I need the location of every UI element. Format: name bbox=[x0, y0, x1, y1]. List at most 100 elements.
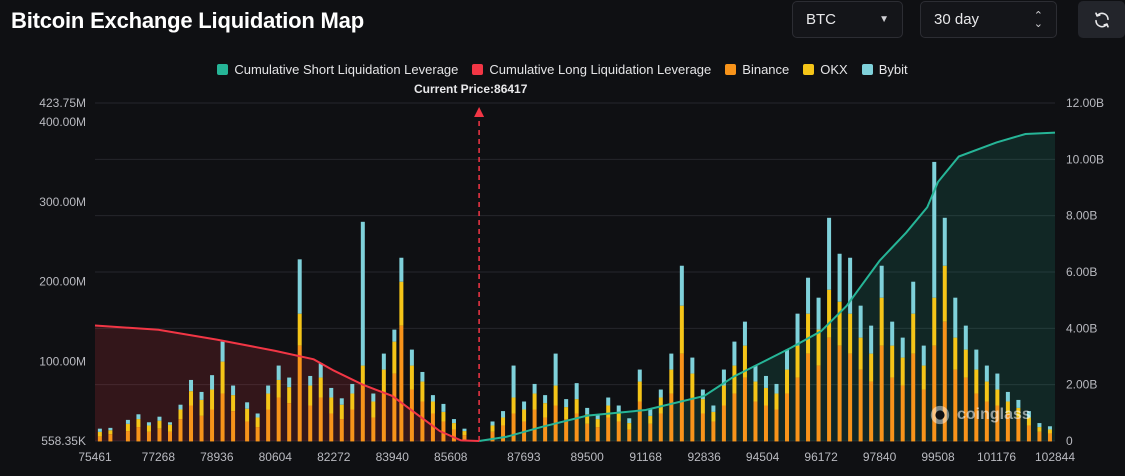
legend-swatch bbox=[217, 64, 229, 75]
binance-bar bbox=[616, 421, 621, 442]
okx-bar bbox=[420, 381, 425, 402]
okx-bar bbox=[795, 345, 800, 378]
bybit-bar bbox=[753, 365, 758, 382]
x-tick-label: 89500 bbox=[570, 450, 604, 464]
okx-bar bbox=[932, 297, 937, 346]
bybit-bar bbox=[318, 363, 323, 378]
okx-bar bbox=[837, 301, 842, 346]
up-down-arrows-icon: ⌃ ⌄ bbox=[1033, 9, 1043, 30]
bybit-bar bbox=[669, 353, 674, 370]
y-right-tick-label: 4.00B bbox=[1066, 321, 1097, 335]
bybit-bar bbox=[837, 253, 842, 302]
x-tick-label: 77268 bbox=[142, 450, 176, 464]
x-tick-label: 82272 bbox=[317, 450, 351, 464]
bybit-bar bbox=[963, 325, 968, 350]
x-tick-label: 80604 bbox=[259, 450, 293, 464]
binance-bar bbox=[795, 377, 800, 442]
current-price-arrow bbox=[474, 107, 485, 117]
binance-bar bbox=[329, 413, 334, 442]
bybit-bar bbox=[606, 397, 611, 406]
okx-bar bbox=[574, 399, 579, 414]
legend-item[interactable]: Binance bbox=[725, 62, 789, 77]
binance-bar bbox=[178, 419, 183, 442]
okx-bar bbox=[742, 345, 747, 378]
okx-bar bbox=[1016, 407, 1021, 418]
bybit-bar bbox=[276, 365, 281, 380]
bybit-bar bbox=[1047, 426, 1052, 430]
bybit-bar bbox=[1016, 399, 1021, 408]
legend-item[interactable]: Cumulative Short Liquidation Leverage bbox=[217, 62, 458, 77]
binance-bar bbox=[1016, 417, 1021, 442]
bybit-bar bbox=[157, 416, 162, 421]
okx-bar bbox=[711, 411, 716, 422]
bybit-bar bbox=[763, 375, 768, 388]
legend-item[interactable]: Cumulative Long Liquidation Leverage bbox=[472, 62, 711, 77]
binance-bar bbox=[360, 385, 365, 442]
okx-bar bbox=[210, 389, 215, 410]
range-select[interactable]: 30 day ⌃ ⌄ bbox=[920, 1, 1057, 38]
okx-bar bbox=[399, 281, 404, 326]
bybit-bar bbox=[974, 349, 979, 370]
binance-bar bbox=[921, 389, 926, 442]
bybit-bar bbox=[329, 387, 334, 398]
short-area bbox=[479, 132, 1056, 441]
bybit-bar bbox=[995, 373, 1000, 390]
bybit-bar bbox=[616, 405, 621, 412]
okx-bar bbox=[392, 341, 397, 374]
binance-bar bbox=[648, 423, 653, 442]
binance-bar bbox=[97, 436, 102, 442]
y-right-tick-label: 2.00B bbox=[1066, 378, 1097, 392]
okx-bar bbox=[869, 353, 874, 382]
binance-bar bbox=[785, 393, 790, 442]
bybit-bar bbox=[339, 398, 344, 405]
binance-bar bbox=[210, 409, 215, 442]
y-right-tick-label: 8.00B bbox=[1066, 209, 1097, 223]
binance-bar bbox=[231, 411, 236, 442]
binance-bar bbox=[297, 345, 302, 442]
binance-bar bbox=[1005, 413, 1010, 442]
x-tick-label: 94504 bbox=[746, 450, 780, 464]
binance-bar bbox=[690, 397, 695, 442]
okx-bar bbox=[543, 403, 548, 418]
okx-bar bbox=[921, 365, 926, 390]
legend-item[interactable]: Bybit bbox=[861, 62, 908, 77]
bybit-bar bbox=[266, 385, 271, 394]
okx-bar bbox=[690, 373, 695, 398]
okx-bar bbox=[585, 414, 590, 424]
legend-item[interactable]: OKX bbox=[803, 62, 848, 77]
binance-bar bbox=[245, 421, 250, 442]
okx-bar bbox=[879, 297, 884, 346]
bybit-bar bbox=[532, 383, 537, 394]
binance-bar bbox=[763, 405, 768, 442]
bybit-bar bbox=[189, 379, 194, 392]
okx-bar bbox=[108, 430, 113, 435]
binance-bar bbox=[125, 431, 130, 442]
binance-bar bbox=[806, 353, 811, 442]
okx-bar bbox=[1005, 401, 1010, 414]
okx-bar bbox=[136, 419, 141, 428]
bybit-bar bbox=[399, 257, 404, 282]
bybit-bar bbox=[167, 422, 172, 425]
okx-bar bbox=[806, 313, 811, 354]
coin-select[interactable]: BTC ▼ bbox=[792, 1, 903, 38]
binance-bar bbox=[827, 337, 832, 442]
binance-bar bbox=[441, 421, 446, 442]
bybit-bar bbox=[553, 353, 558, 386]
chart-legend: Cumulative Short Liquidation Leverage Cum… bbox=[0, 62, 1125, 77]
bybit-bar bbox=[700, 389, 705, 400]
okx-bar bbox=[721, 385, 726, 406]
okx-bar bbox=[231, 395, 236, 412]
binance-bar bbox=[420, 401, 425, 442]
coin-select-value: BTC bbox=[806, 11, 836, 28]
binance-bar bbox=[276, 397, 281, 442]
okx-bar bbox=[942, 265, 947, 322]
bybit-bar bbox=[297, 259, 302, 314]
okx-bar bbox=[974, 369, 979, 394]
legend-label: Binance bbox=[742, 62, 790, 77]
binance-bar bbox=[879, 345, 884, 442]
bybit-bar bbox=[210, 375, 215, 390]
refresh-button[interactable] bbox=[1078, 1, 1125, 38]
bybit-bar bbox=[795, 313, 800, 346]
okx-bar bbox=[816, 329, 821, 366]
watermark: coinglass bbox=[929, 404, 1031, 426]
